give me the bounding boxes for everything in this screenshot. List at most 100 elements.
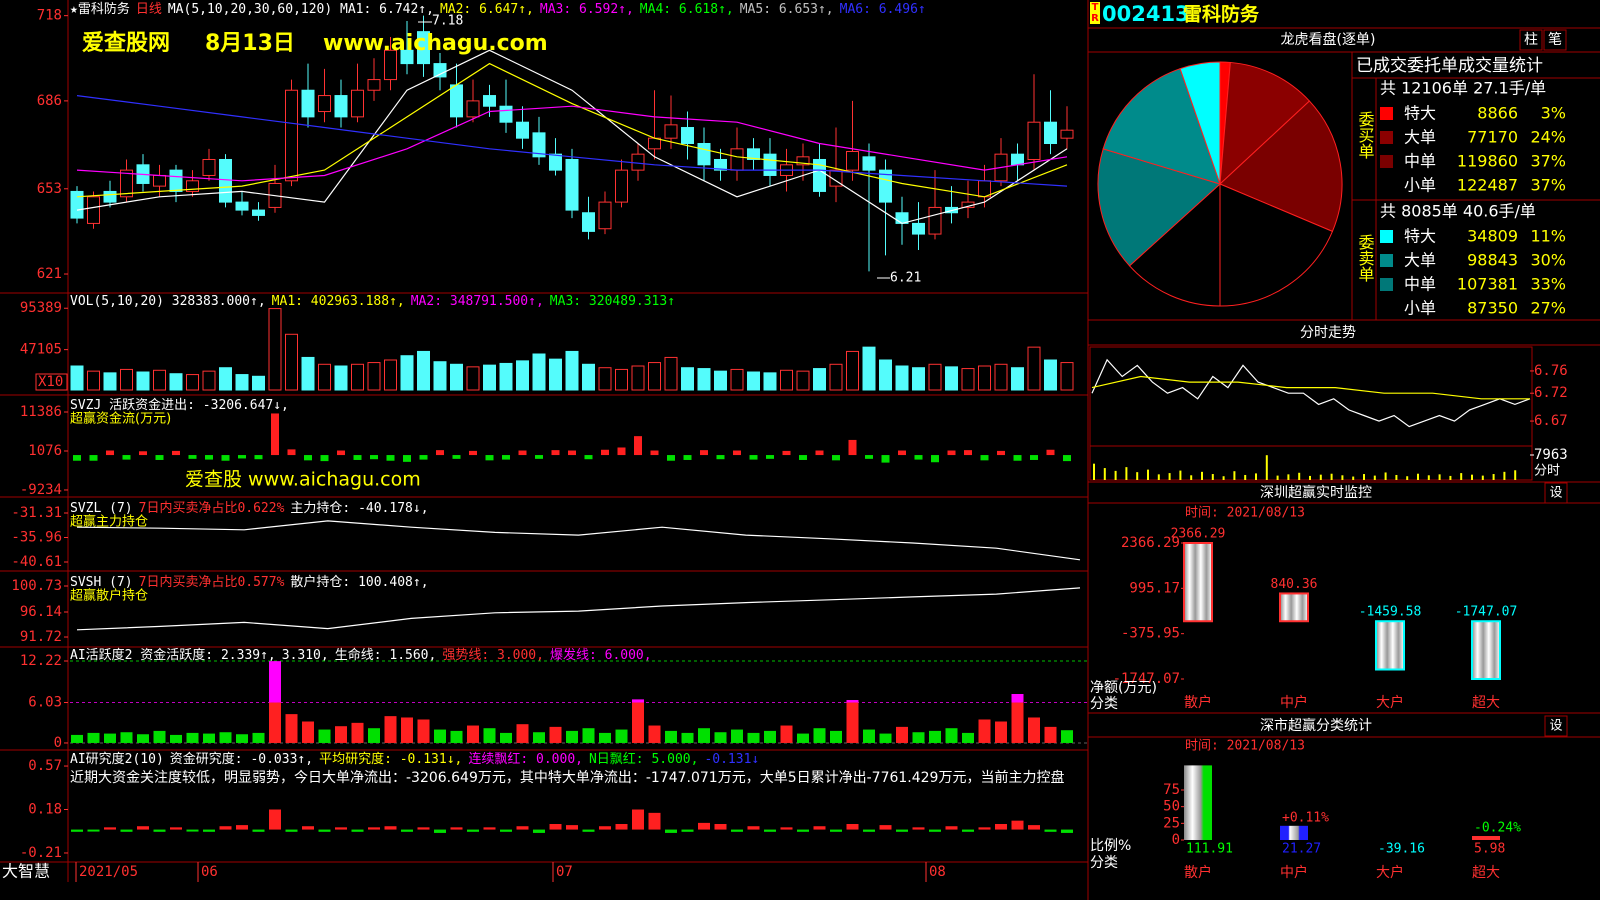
research-bar (1028, 825, 1040, 830)
row-volume: 87350 (1467, 299, 1518, 318)
row-volume: 119860 (1457, 152, 1518, 171)
y-tick-label: 0 (54, 735, 62, 751)
holding-line (76, 587, 1081, 631)
stats-bar (1184, 765, 1212, 840)
stats-bar (1472, 836, 1500, 840)
stock-name: 雷科防务 (1183, 3, 1260, 26)
y-tick-label: -35.96 (11, 530, 62, 546)
candle-body (450, 84, 463, 118)
pane-header: SVSH (7) 7日内买卖净占比0.577% 散户持仓: 100.408↑, (70, 574, 429, 590)
comment: 近期大资金关注度较低，明显弱势，今日大单净流出：-3206.649万元，其中特大… (70, 769, 1064, 786)
research-bar (1011, 820, 1024, 830)
button-label[interactable]: 设 (1549, 486, 1562, 501)
pie-slice (1179, 61, 1221, 185)
volume-bar (318, 363, 331, 391)
header-part: 散户持仓: 100.408↑, (290, 574, 428, 590)
activity-bar (681, 732, 694, 743)
minute-volume (1471, 474, 1473, 480)
flow-bar (469, 450, 477, 456)
pane-borders (0, 0, 1088, 882)
button-label[interactable]: 柱 (1524, 32, 1538, 48)
pie-slice (1102, 68, 1221, 185)
candle-body (1060, 129, 1074, 139)
candle-body (153, 174, 166, 187)
research-bar (549, 823, 562, 830)
flow-bar (799, 455, 807, 460)
candle-body (615, 169, 628, 203)
button-label[interactable]: 设 (1549, 719, 1562, 734)
y-tick-label: 100.73 (11, 578, 62, 594)
flow-bar (337, 450, 345, 456)
table-title: 已成交委托单成交量统计 (1356, 56, 1543, 76)
minute-volume (1179, 470, 1182, 480)
minute-volume (1363, 474, 1365, 480)
volume-bar (763, 372, 777, 391)
activity-bar (665, 730, 677, 743)
y-tick-label: 95389 (20, 300, 62, 316)
flow-bar (304, 455, 312, 461)
volume-bar (466, 366, 480, 391)
volume-bar (532, 353, 546, 391)
unit-label: 比例% (1090, 838, 1131, 854)
candle-body (565, 158, 579, 211)
header-part: -0.131↓ (704, 752, 759, 767)
minute-volume (1157, 474, 1160, 480)
volume-bar (186, 374, 199, 391)
activity-bar (582, 728, 595, 743)
minute-volume (1168, 473, 1171, 480)
minute-volume (1449, 475, 1452, 480)
candle-body (978, 180, 991, 198)
button[interactable] (1544, 482, 1568, 504)
minute-volume (1255, 473, 1257, 480)
candle-body (549, 153, 562, 171)
row-pct: 27% (1530, 299, 1566, 318)
swatch (1380, 230, 1393, 243)
flow-bar (518, 450, 527, 456)
research-bar (896, 829, 908, 832)
pane-header: SVZJ 活跃资金进出: -3206.647↓, (70, 397, 289, 413)
axis-label: 分类 (1090, 855, 1118, 871)
activity-burst (1011, 694, 1024, 703)
volume-bar (433, 361, 447, 391)
header-part: 资金研究度: -0.033↑, (170, 751, 313, 767)
unit: X10 (38, 374, 63, 390)
flow-bar (403, 455, 411, 462)
button-label[interactable]: 笔 (1548, 32, 1562, 48)
y-tick-label: 718 (37, 8, 62, 24)
axis-label: 分类 (1090, 696, 1118, 712)
y-tick-label: -40.61 (11, 554, 62, 570)
y-tick-label: 50 (1163, 799, 1180, 815)
minute-volume (1309, 475, 1311, 480)
activity-bar (962, 732, 974, 743)
category: 大户 (1376, 864, 1404, 881)
research-bar (120, 829, 133, 832)
activity-bar (879, 733, 892, 743)
button[interactable] (1519, 29, 1543, 51)
button[interactable] (1544, 715, 1568, 737)
button[interactable] (1543, 29, 1567, 51)
minute-volume (1492, 474, 1495, 480)
activity-bar (203, 733, 215, 743)
activity-bar (516, 724, 529, 743)
header-part: 主力持仓: -40.178↓, (290, 501, 428, 516)
activity-bar (549, 726, 562, 743)
volume-bar (961, 368, 975, 391)
research-bar (71, 829, 83, 832)
research-bar (285, 829, 298, 832)
flow-bar (568, 450, 576, 456)
swatch (1380, 179, 1393, 192)
minute-volume (1136, 472, 1139, 480)
volume-bar (120, 368, 133, 391)
minute-volume (1373, 475, 1376, 480)
candle-body (796, 156, 810, 166)
volume-bar (235, 374, 249, 391)
activity-bar (912, 732, 925, 743)
flow-bar (370, 455, 378, 460)
row-name: 大单 (1404, 128, 1436, 147)
row-pct: 30% (1530, 251, 1566, 270)
flow-bar (1013, 455, 1022, 461)
flow-bar (980, 455, 989, 461)
activity-bar (599, 732, 611, 743)
candle-body (582, 212, 595, 232)
volume-bar (1011, 367, 1024, 391)
